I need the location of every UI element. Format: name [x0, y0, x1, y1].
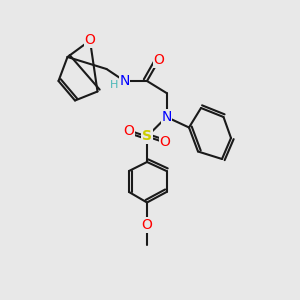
Text: O: O	[85, 34, 95, 47]
Text: O: O	[124, 124, 134, 137]
Text: H: H	[110, 80, 118, 90]
Text: O: O	[154, 53, 164, 67]
Text: O: O	[160, 136, 170, 149]
Text: N: N	[119, 74, 130, 88]
Text: N: N	[161, 110, 172, 124]
Text: S: S	[142, 130, 152, 143]
Text: O: O	[142, 218, 152, 232]
